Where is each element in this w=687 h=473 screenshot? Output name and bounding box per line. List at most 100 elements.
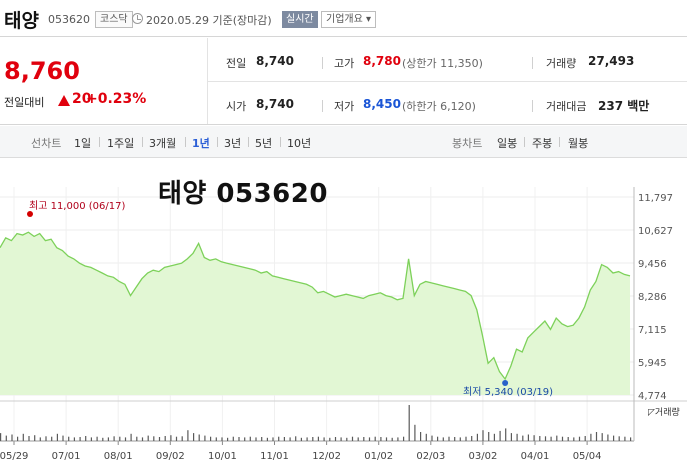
volume-bar xyxy=(261,437,263,441)
market-badge: 코스닥 xyxy=(95,11,133,28)
volume-bar xyxy=(306,437,308,441)
volume-bar xyxy=(550,436,552,441)
volume-bar xyxy=(136,436,138,441)
volume-bar xyxy=(573,437,575,441)
open-value: 8,740 xyxy=(256,97,294,111)
volume-bar xyxy=(238,437,240,441)
y-tick-label: 9,456 xyxy=(638,259,667,270)
tab-candle-monthly[interactable]: 월봉 xyxy=(568,137,589,150)
volume-bar xyxy=(334,437,337,441)
price-area-fill xyxy=(0,232,630,395)
volume-bar xyxy=(227,437,229,441)
volume-bar xyxy=(215,437,217,441)
tab-period-1y[interactable]: 1년 xyxy=(192,137,210,150)
realtime-button[interactable]: 실시간 xyxy=(282,11,318,28)
volume-bar xyxy=(170,435,172,441)
x-tick-label: 12/02 xyxy=(312,451,341,462)
tab-period-10y[interactable]: 10년 xyxy=(287,137,312,150)
current-price: 8,760 xyxy=(4,57,80,85)
volume-bar xyxy=(493,433,495,441)
volume-bar xyxy=(51,436,53,441)
volume-bar xyxy=(17,436,19,441)
volume-bar xyxy=(442,437,444,441)
tab-period-1w[interactable]: 1주일 xyxy=(107,137,135,150)
chart-tabs: 선차트 1일 1주일 3개월 1년 3년 5년 10년 봉차트 일봉 주봉 월봉 xyxy=(0,126,687,158)
tab-candle-weekly[interactable]: 주봉 xyxy=(532,137,553,150)
volume-value: 27,493 xyxy=(588,54,635,68)
company-overview-dropdown[interactable]: 기업개요 ▾ xyxy=(321,11,376,28)
volume-bar xyxy=(499,430,501,441)
volume-bar xyxy=(522,435,524,441)
low-marker xyxy=(502,380,509,387)
price-chart-canvas: 11,797 10,627 9,456 8,286 7,115 5,945 4,774 05/… xyxy=(0,187,687,462)
volume-bar xyxy=(510,433,512,441)
volume-bar xyxy=(613,435,615,441)
y-tick-label: 7,115 xyxy=(638,325,667,336)
volume-bar xyxy=(448,436,450,441)
volume-bar xyxy=(113,436,115,441)
volume-bar xyxy=(385,437,388,441)
x-tick-label: 03/02 xyxy=(468,451,497,462)
tab-period-3m[interactable]: 3개월 xyxy=(149,137,177,150)
price-chart: 11,797 10,627 9,456 8,286 7,115 5,945 4,774 05/… xyxy=(0,159,687,473)
stock-header: 태양 053620 코스닥 2020.05.29 기준(장마감) 실시간 기업개… xyxy=(0,0,687,37)
volume-bar xyxy=(397,437,399,441)
volume-bar xyxy=(34,435,36,441)
volume-bar xyxy=(380,437,382,441)
volume-bar xyxy=(323,437,325,441)
volume-bar xyxy=(584,436,586,441)
lower-limit: (하한가 6,120) xyxy=(402,100,476,113)
volume-bar xyxy=(317,436,319,441)
volume-bar xyxy=(153,436,155,441)
volume-bar xyxy=(420,432,422,441)
volume-bar xyxy=(295,436,297,441)
stock-name: 태양 xyxy=(4,10,39,32)
volume-bar xyxy=(403,436,405,441)
volume-bar xyxy=(351,436,354,441)
stock-code: 053620 xyxy=(48,13,90,26)
volume-bar xyxy=(357,437,359,441)
volume-bar xyxy=(368,437,371,441)
change-label: 전일대비 xyxy=(4,96,45,109)
volume-bar xyxy=(595,432,598,441)
tab-period-3y[interactable]: 3년 xyxy=(224,137,242,150)
volume-bar xyxy=(73,437,75,441)
volume-bar xyxy=(607,434,609,441)
high-marker-label: 최고 11,000 (06/17) xyxy=(29,201,126,212)
divider xyxy=(207,81,687,82)
volume-bar xyxy=(471,436,473,441)
volume-bar xyxy=(102,437,104,441)
volume-bar xyxy=(175,436,178,441)
separator xyxy=(322,57,323,69)
x-tick-label: 05/04 xyxy=(573,451,602,462)
tab-period-1d[interactable]: 1일 xyxy=(74,137,92,150)
volume-bar xyxy=(346,437,348,441)
volume-bar xyxy=(283,437,285,441)
separator xyxy=(280,137,281,147)
tab-period-5y[interactable]: 5년 xyxy=(255,137,273,150)
volume-bar xyxy=(45,436,47,441)
volume-bar xyxy=(28,436,30,441)
volume-bar xyxy=(39,437,41,441)
volume-bar xyxy=(578,436,581,441)
x-tick-label: 04/01 xyxy=(521,451,550,462)
volume-bar xyxy=(56,433,58,441)
volume-bar xyxy=(244,437,246,441)
volume-bar xyxy=(476,433,478,441)
separator xyxy=(217,137,218,147)
volume-bar xyxy=(5,435,7,441)
volume-bar xyxy=(454,437,456,441)
volume-bar xyxy=(408,405,410,441)
volume-bar xyxy=(488,432,490,441)
volume-bar xyxy=(79,437,81,441)
volume-bar xyxy=(425,433,427,441)
volume-bar xyxy=(68,436,70,441)
tab-candle-daily[interactable]: 일봉 xyxy=(497,137,518,150)
volume-bar xyxy=(266,437,268,441)
volume-bar xyxy=(181,436,183,441)
separator xyxy=(248,137,249,147)
upper-limit: (상한가 11,350) xyxy=(402,57,483,70)
low-label: 저가 xyxy=(334,100,355,113)
volume-bar xyxy=(340,437,342,441)
volume-bar xyxy=(0,433,2,441)
